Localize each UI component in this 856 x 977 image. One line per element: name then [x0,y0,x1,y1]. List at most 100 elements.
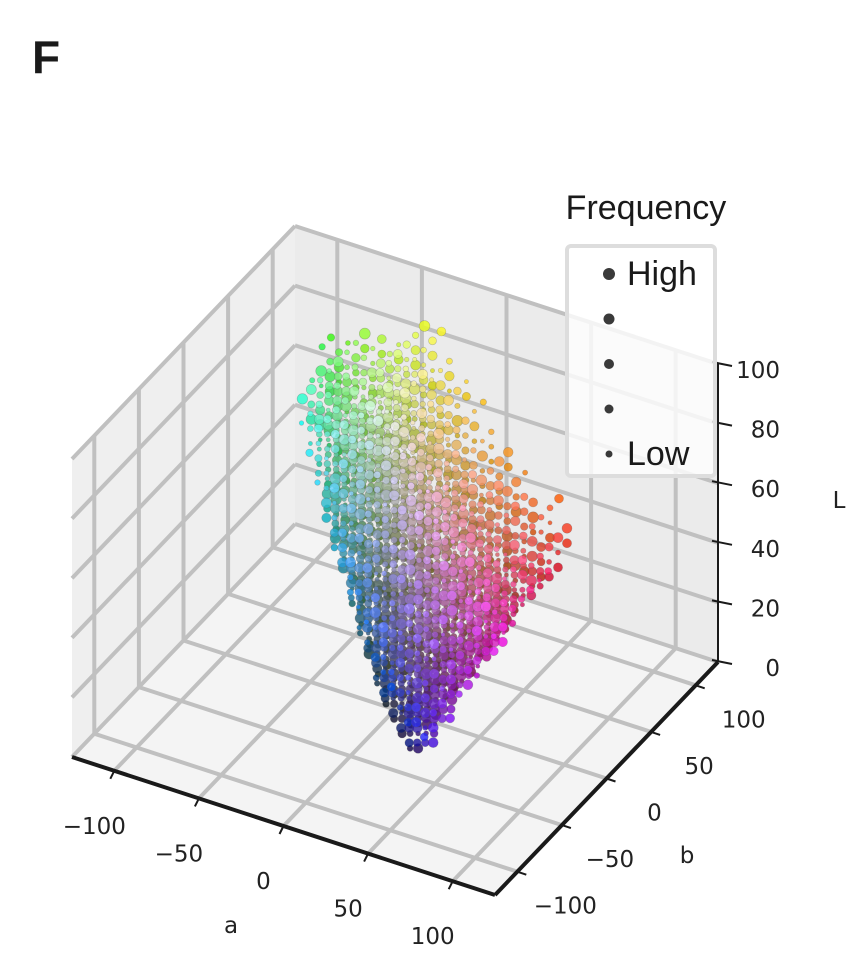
data-point [393,399,399,406]
data-point [431,546,441,556]
data-point [394,657,406,669]
data-point [443,475,451,482]
z-tick [711,599,733,606]
data-point [406,640,414,648]
panel-label: F [32,31,60,83]
data-point [503,502,512,511]
data-point [442,484,450,492]
data-point [485,535,494,544]
data-point [428,336,437,346]
data-point [479,398,487,406]
data-point [338,458,349,469]
data-point [388,707,399,719]
data-point [428,638,440,650]
data-point [423,685,429,692]
data-point [407,626,413,632]
data-point [414,525,424,536]
legend-marker [603,313,615,325]
data-point [372,674,380,682]
data-point [407,512,414,519]
data-point [501,525,511,535]
data-point [348,410,358,421]
data-point [392,349,403,359]
data-point [321,512,332,523]
data-point [457,612,465,620]
data-point [333,372,343,381]
data-point [410,716,422,728]
data-point [476,500,484,508]
data-point [455,636,465,645]
data-point [351,353,361,363]
data-point [461,457,467,463]
data-point [413,649,421,657]
data-point [404,738,414,748]
data-point [357,426,366,435]
data-point [503,447,514,458]
data-point [373,500,382,509]
data-point [422,724,429,731]
legend-box [565,244,717,478]
data-point [427,722,439,734]
data-point [411,425,417,431]
data-point [452,465,460,473]
z-tick-label: 80 [751,418,780,444]
data-point [483,633,489,640]
data-point [375,433,381,439]
data-point [314,479,321,486]
data-point [482,592,492,602]
data-point [355,578,364,587]
data-point [510,501,520,511]
grid-line-l [70,343,297,580]
data-point [360,343,370,354]
data-point [511,532,520,540]
data-point [418,424,426,432]
data-point [357,411,365,419]
data-point [493,456,505,467]
data-point [473,672,480,679]
data-point [432,517,440,525]
data-point [400,443,408,451]
data-point [483,619,489,624]
data-point [392,403,401,412]
data-point [339,419,350,430]
data-point [495,552,500,557]
legend: Frequency High Low [565,189,726,478]
data-point [510,515,521,527]
y-tick-label: 50 [684,754,713,780]
data-point [459,504,467,512]
tick-labels: −100 −50 0 50 100 −100 −50 0 50 100 0 20 40 60 80 100 [63,358,780,950]
data-point [356,550,362,556]
data-point [315,440,322,447]
data-point [429,708,438,717]
grid-line-b [138,685,563,828]
data-point [324,381,334,391]
data-point [457,518,468,528]
data-point [381,445,392,456]
data-point [450,504,459,513]
data-point [376,384,384,391]
data-point [446,604,458,617]
data-point [471,438,478,445]
data-point [383,422,391,430]
data-point [456,581,466,591]
x-tick [109,770,116,780]
data-point [360,369,368,377]
data-point [364,599,373,608]
data-point [561,522,573,534]
data-point [461,446,470,455]
data-point [372,415,384,427]
data-point [396,704,404,711]
data-point [416,448,425,457]
data-point [315,400,324,409]
y-tick [695,684,706,690]
data-point [536,552,544,560]
data-point [528,497,538,508]
data-point [427,350,438,361]
data-point [492,559,501,568]
data-point [405,619,414,628]
data-point [476,515,485,524]
data-point [488,428,495,435]
data-point [464,596,474,606]
data-point [544,542,554,552]
